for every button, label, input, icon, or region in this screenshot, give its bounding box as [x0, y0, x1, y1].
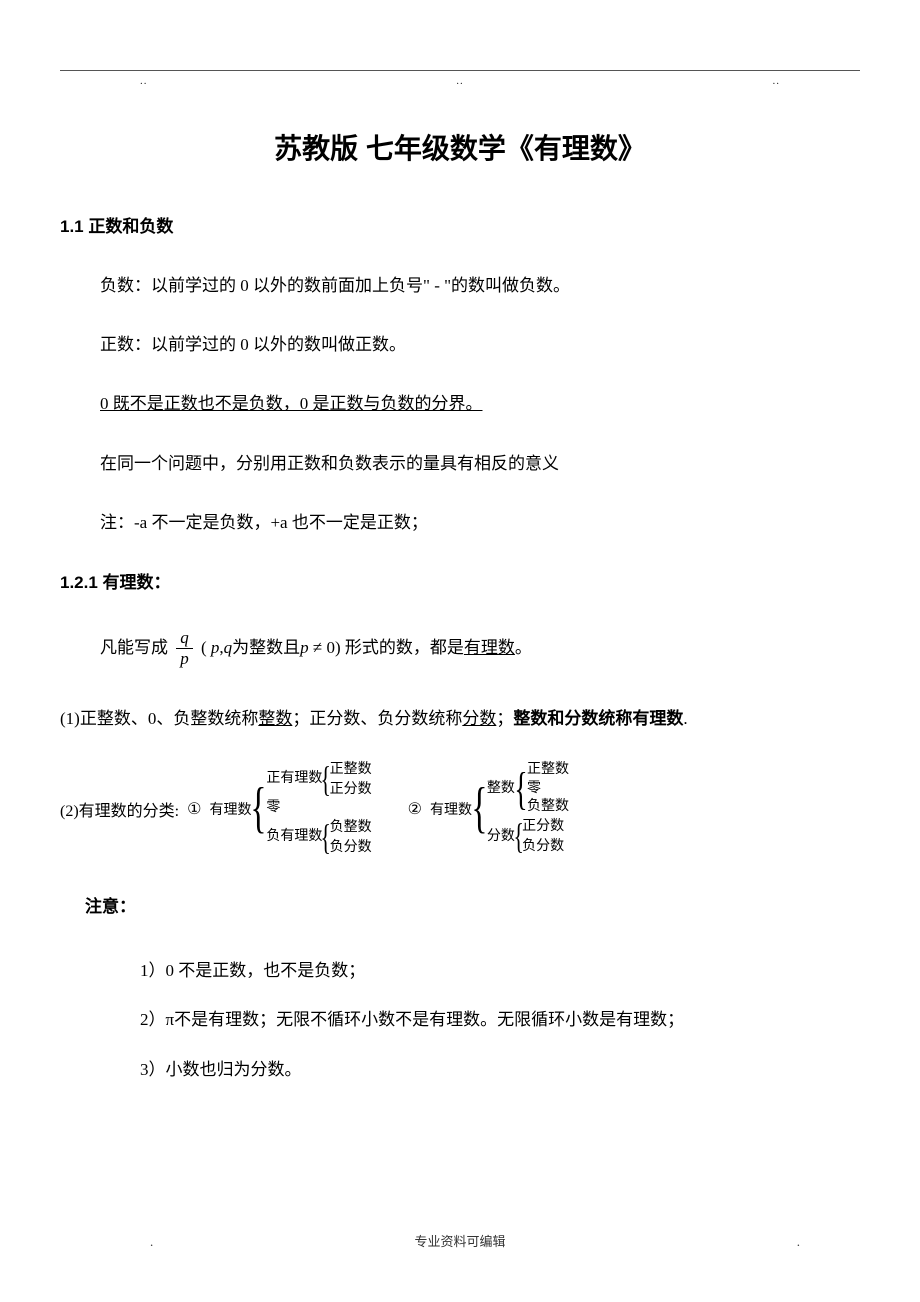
fraction-qp: q p — [176, 628, 193, 670]
note-head: 注意： — [85, 892, 860, 917]
b-r1b: 零 — [527, 780, 569, 799]
para-opposite: 在同一个问题中，分别用正数和负数表示的量具有相反的意义 — [100, 450, 860, 477]
header-dot: .. — [456, 75, 464, 87]
b-r1c: 负整数 — [527, 798, 569, 817]
frac-num: q — [176, 628, 193, 649]
cls-t2: ；正分数、负分数统称 — [292, 709, 462, 728]
zero-underline: 0 既不是正数也不是负数，0 是正数与负数的分界。 — [100, 394, 483, 413]
def-under: 有理数 — [464, 638, 515, 657]
header-dot: .. — [773, 75, 781, 87]
para-negative: 负数：以前学过的 0 以外的数前面加上负号" - "的数叫做负数。 — [100, 272, 860, 299]
b-r2-stack: 正分数 负分数 — [522, 817, 564, 856]
def-end: 。 — [515, 638, 532, 657]
top-rule — [60, 70, 860, 71]
brace-icon: { — [321, 767, 331, 792]
note-item-3: 3）小数也归为分数。 — [140, 1056, 860, 1083]
brace-icon: { — [251, 789, 267, 828]
cls-u1: 整数 — [258, 709, 292, 728]
cls-t4: . — [683, 709, 687, 728]
note-item-2: 2）π不是有理数；无限不循环小数不是有理数。无限循环小数是有理数； — [140, 1006, 860, 1033]
b-r2b: 负分数 — [522, 837, 564, 857]
a-r1a: 正整数 — [330, 760, 372, 780]
rational-definition: 凡能写成 q p ( p,q为整数且p ≠ 0) 形式的数，都是有理数。 — [100, 628, 860, 670]
para-zero: 0 既不是正数也不是负数，0 是正数与负数的分界。 — [100, 390, 860, 417]
circled-1: ① — [187, 799, 201, 819]
tree-b: 有理数 { 整数 { 正整数 零 负整数 分数 { 正分数 负分数 — [430, 761, 569, 857]
classification-text: (1)正整数、0、负整数统称整数；正分数、负分数统称分数；整数和分数统称有理数. — [60, 705, 860, 732]
footer-text: 专业资料可编辑 — [0, 1231, 920, 1250]
a-r1b: 正分数 — [330, 780, 372, 800]
b-r2: 分数 — [487, 827, 515, 847]
a-r3: 负有理数 — [266, 828, 322, 847]
a-r2: 零 — [266, 799, 371, 818]
note-item-1: 1）0 不是正数，也不是负数； — [140, 957, 860, 984]
section-1-2-1-head: 1.2.1 有理数： — [60, 568, 860, 593]
frac-den: p — [176, 649, 193, 669]
root-a: 有理数 — [209, 799, 251, 819]
brace-icon: { — [514, 773, 527, 805]
brace-icon: { — [321, 825, 331, 850]
header-dots: .. .. .. — [60, 75, 860, 87]
def-post: 形式的数，都是 — [345, 638, 464, 657]
tree-a: 有理数 { 正有理数 { 正整数 正分数 零 负有理数 { 负整数 负分数 — [209, 760, 371, 857]
a-r3-stack: 负整数 负分数 — [330, 818, 372, 857]
circled-2: ② — [408, 799, 422, 819]
cls-t1: (1)正整数、0、负整数统称 — [60, 709, 258, 728]
page-title: 苏教版 七年级数学《有理数》 — [60, 127, 860, 167]
section-1-1-head: 1.1 正数和负数 — [60, 212, 860, 237]
b-r1a: 正整数 — [527, 761, 569, 780]
cls-bold: 整数和分数统称有理数 — [513, 709, 683, 728]
cls-u2: 分数 — [462, 709, 496, 728]
stack-b: 整数 { 正整数 零 负整数 分数 { 正分数 负分数 — [487, 761, 569, 857]
stack-a: 正有理数 { 正整数 正分数 零 负有理数 { 负整数 负分数 — [266, 760, 371, 857]
def-cond: ( p,q为整数且p ≠ 0) — [201, 638, 341, 657]
brace-icon: { — [513, 824, 523, 849]
root-b: 有理数 — [430, 799, 472, 819]
cls-label: (2)有理数的分类: — [60, 797, 179, 821]
para-positive: 正数：以前学过的 0 以外的数叫做正数。 — [100, 331, 860, 358]
a-r3b: 负分数 — [330, 838, 372, 858]
cls-t3: ； — [496, 709, 513, 728]
footer-dot: . — [797, 1234, 800, 1250]
para-note-a: 注：-a 不一定是负数，+a 也不一定是正数； — [100, 509, 860, 536]
a-r3a: 负整数 — [330, 818, 372, 838]
def-pre: 凡能写成 — [100, 638, 168, 657]
brace-icon: { — [471, 789, 487, 828]
a-r1-stack: 正整数 正分数 — [330, 760, 372, 799]
a-r1: 正有理数 — [266, 770, 322, 789]
header-dot: .. — [140, 75, 148, 87]
b-r1-stack: 正整数 零 负整数 — [527, 761, 569, 818]
b-r1: 整数 — [487, 779, 515, 799]
b-r2a: 正分数 — [522, 817, 564, 837]
classification-row: (2)有理数的分类: ① 有理数 { 正有理数 { 正整数 正分数 零 负有理数… — [60, 760, 860, 857]
